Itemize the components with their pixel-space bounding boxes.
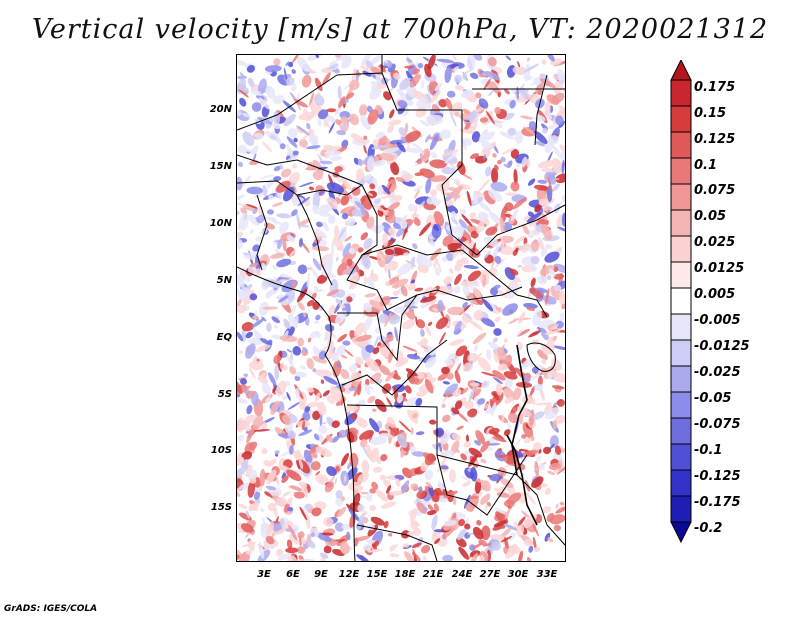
- colorbar-label: -0.125: [694, 469, 741, 484]
- colorbar-label: 0.05: [694, 209, 727, 224]
- lon-label: 3E: [257, 569, 271, 580]
- lon-label: 33E: [536, 569, 558, 580]
- colorbar-segment: [670, 183, 692, 211]
- lat-label: 10S: [210, 445, 232, 456]
- colorbar-label: -0.0125: [694, 339, 750, 354]
- lon-label: 30E: [507, 569, 529, 580]
- colorbar-segment: [670, 235, 692, 263]
- colorbar-segment: [670, 79, 692, 107]
- lon-label: 27E: [479, 569, 501, 580]
- colorbar-label: -0.1: [694, 443, 723, 458]
- colorbar-label: 0.0125: [694, 261, 745, 276]
- colorbar-label: 0.125: [694, 132, 736, 147]
- colorbar-label: 0.005: [694, 287, 736, 302]
- colorbar-label: -0.05: [694, 391, 732, 406]
- credit-text: GrADS: IGES/COLA: [4, 604, 98, 614]
- lat-label: 5N: [216, 275, 232, 286]
- colorbar-label: 0.075: [694, 183, 736, 198]
- lon-label: 12E: [338, 569, 360, 580]
- colorbar-label: -0.2: [694, 521, 723, 536]
- colorbar-segment: [670, 60, 692, 81]
- colorbar-segment: [670, 521, 692, 544]
- lon-label: 6E: [286, 569, 300, 580]
- country-borders: [237, 55, 565, 561]
- colorbar-segment: [670, 105, 692, 133]
- colorbar-segment: [670, 209, 692, 237]
- map-panel[interactable]: [236, 54, 566, 562]
- lon-label: 15E: [366, 569, 388, 580]
- colorbar-label: -0.075: [694, 417, 741, 432]
- lat-label: 15S: [210, 502, 232, 513]
- chart-title: Vertical velocity [m/s] at 700hPa, VT: 2…: [31, 14, 769, 45]
- lon-label: 21E: [422, 569, 444, 580]
- colorbar-segment: [670, 339, 692, 367]
- lat-label: EQ: [216, 332, 232, 343]
- colorbar-label: 0.15: [694, 106, 727, 121]
- lat-label: 15N: [209, 161, 232, 172]
- colorbar-label: 0.025: [694, 235, 736, 250]
- colorbar-segment: [670, 365, 692, 393]
- lat-label: 20N: [209, 104, 232, 115]
- lon-label: 9E: [314, 569, 328, 580]
- colorbar: [670, 60, 692, 544]
- lat-label: 5S: [217, 389, 232, 400]
- colorbar-segment: [670, 495, 692, 523]
- lon-label: 18E: [394, 569, 416, 580]
- lon-label: 24E: [451, 569, 473, 580]
- colorbar-label: -0.025: [694, 365, 741, 380]
- colorbar-label: 0.1: [694, 158, 718, 173]
- colorbar-segment: [670, 417, 692, 445]
- colorbar-segment: [670, 391, 692, 419]
- colorbar-label: -0.175: [694, 495, 741, 510]
- colorbar-segment: [670, 131, 692, 159]
- colorbar-segment: [670, 287, 692, 315]
- lat-label: 10N: [209, 218, 232, 229]
- colorbar-segment: [670, 157, 692, 185]
- colorbar-segment: [670, 313, 692, 341]
- colorbar-label: -0.005: [694, 313, 741, 328]
- colorbar-label: 0.175: [694, 80, 736, 95]
- colorbar-segment: [670, 443, 692, 471]
- velocity-field: [237, 55, 565, 561]
- colorbar-segment: [670, 261, 692, 289]
- colorbar-segment: [670, 469, 692, 497]
